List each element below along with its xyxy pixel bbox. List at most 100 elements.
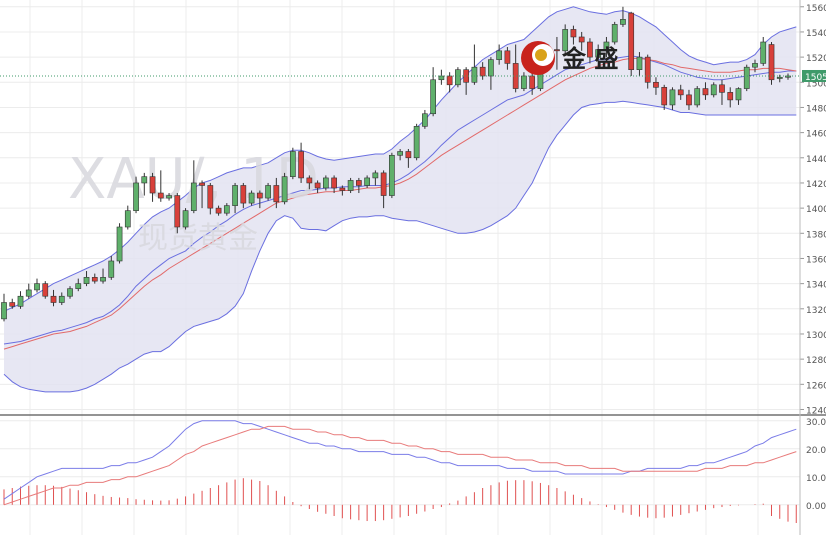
candle [50,289,57,307]
candle-body [108,260,115,278]
candle-body [686,94,692,106]
candle [281,172,288,205]
candle-body [620,19,626,25]
candle [306,175,313,190]
candle-body [141,176,148,184]
bollinger-upper-line [3,6,797,312]
candle-body [496,50,503,60]
candle [380,170,387,209]
bollinger-mid-line [3,55,797,345]
candle-body [166,195,172,199]
candle-body [298,151,304,179]
y-tick-label: 1500.0 [806,79,826,89]
candle [199,180,205,209]
candle-body [562,29,569,52]
candle [694,86,701,108]
candle [166,193,172,201]
y-tick-label: 1300.0 [806,331,826,341]
candle [256,190,263,209]
candle [727,87,734,108]
candle-body [124,210,131,228]
candle [339,185,346,196]
candle-body [768,44,775,81]
candle-body [760,41,767,64]
candle [364,175,370,188]
y-tick-label: 1460.0 [806,130,826,140]
brand-logo: 金 盛 [521,41,618,75]
candle-body [207,185,214,209]
candle [719,79,725,105]
candle [141,172,148,196]
candle [322,175,329,191]
macd-tick-label: 30.000 [806,418,826,428]
candle-body [661,87,668,106]
candle [620,6,626,27]
y-tick-label: 1260.0 [806,381,826,391]
y-tick-label: 1240.0 [806,406,826,416]
candle [389,152,395,199]
moving-average-line [3,57,797,350]
watermark-subtitle: 现货黄金 [138,221,258,256]
candle [83,271,90,287]
candle [570,25,577,45]
candle [174,193,181,234]
candle-body [611,24,618,43]
price-tag-label: 1505. [805,73,826,83]
candle-body [17,295,24,307]
candle [182,208,189,230]
candle-body [75,283,82,289]
candle [42,281,49,299]
candle-body [405,151,412,159]
candle-body [9,302,16,307]
candle-body [727,92,734,101]
candle-body [91,277,98,282]
candle-body [42,283,49,297]
candle-body [529,75,536,89]
candle [455,67,461,88]
candle [735,87,742,105]
candle-body [67,288,73,297]
candle [636,52,643,76]
candle-body [719,84,725,93]
candle [347,177,354,194]
candle-body [223,205,230,214]
candle-body [256,192,263,199]
candle-body [430,79,436,115]
candle [232,182,238,214]
candle [91,273,98,284]
candle [479,62,486,80]
candle-body [710,84,717,96]
candle [397,148,403,161]
candle [554,36,560,70]
candle-body [653,81,659,88]
candle-body [471,66,478,83]
candle [116,223,123,264]
candle [331,175,337,194]
candle-body [455,69,461,86]
candle-body [380,172,387,196]
candle-body [694,88,701,106]
candle [644,54,651,89]
candle [207,182,214,215]
candle [686,89,692,110]
candle [108,255,115,280]
macd-tick-label: 10.000 [806,474,826,484]
candle [587,38,593,64]
candle [611,21,618,45]
candle-body [669,89,676,106]
candle [471,44,478,85]
candle [743,64,750,92]
y-tick-label: 1400.0 [806,205,826,215]
signal-line [3,425,797,506]
candle-body [463,69,470,83]
candle-body [752,63,758,68]
candle [628,11,635,76]
candle [677,84,684,100]
candle-body [595,49,602,58]
candle [405,148,412,168]
candle-body [232,185,238,206]
candle [124,205,131,230]
candle-body [347,180,354,191]
candle [653,77,659,95]
